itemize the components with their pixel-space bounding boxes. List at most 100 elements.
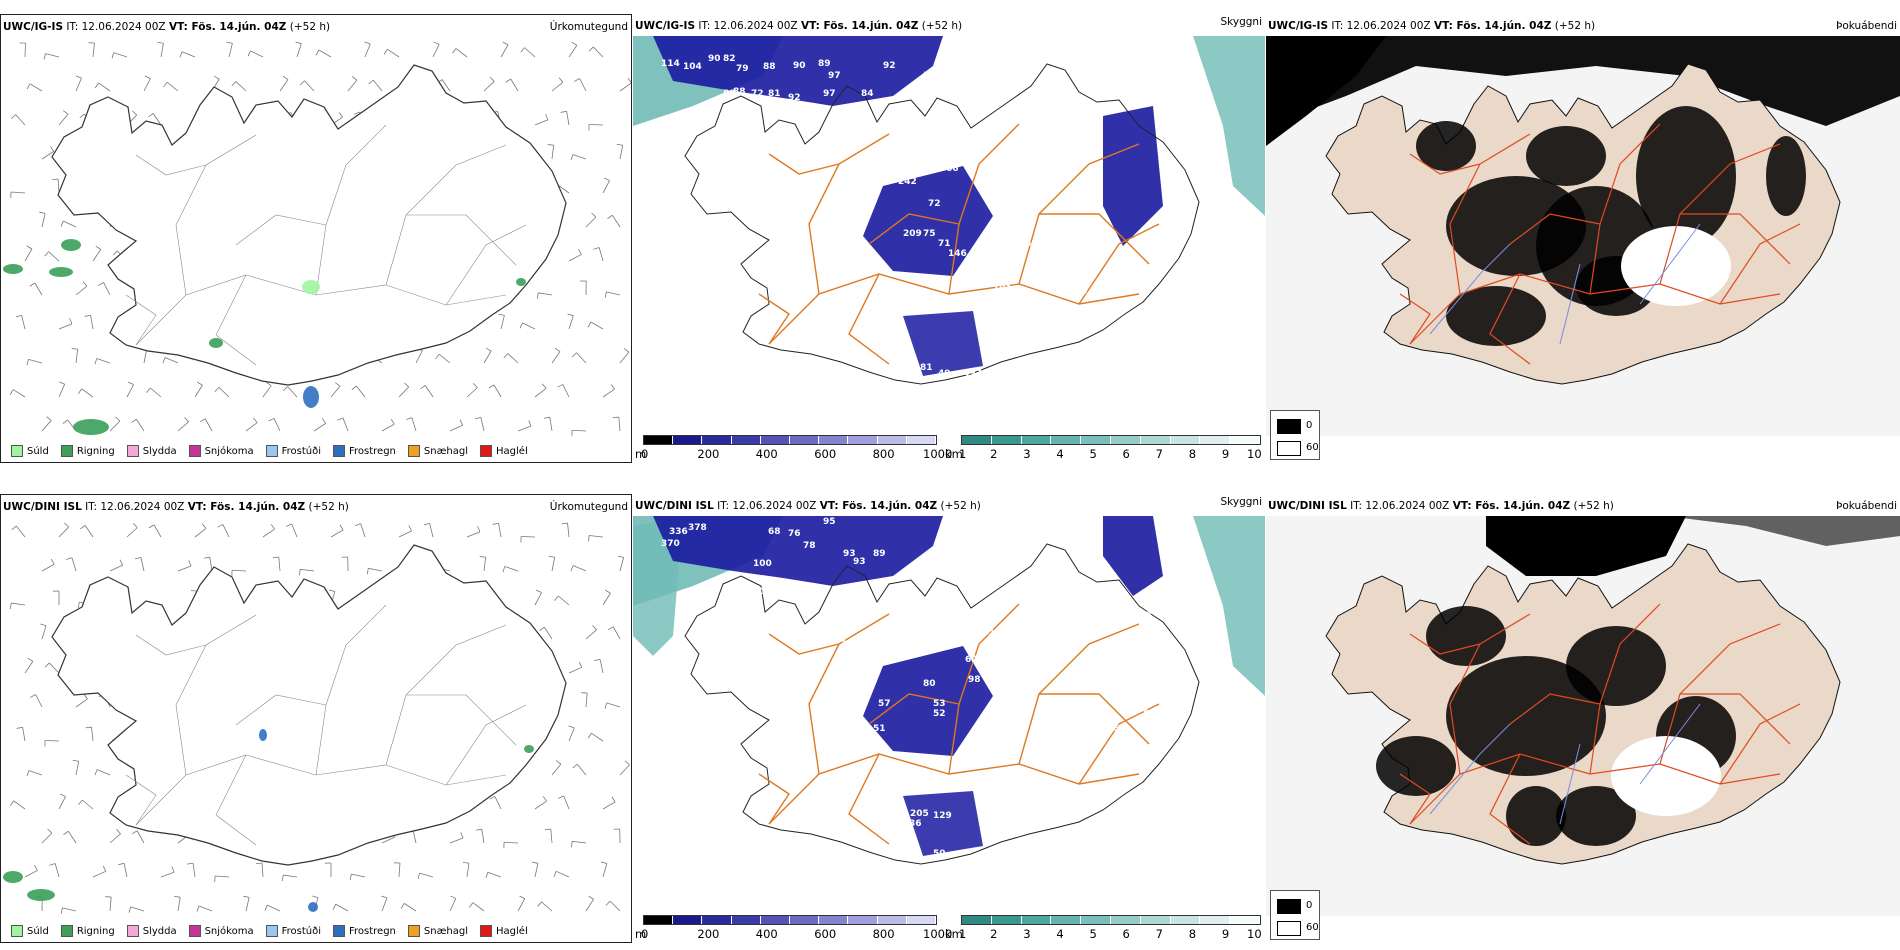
cloud-base-height-colorbar: m 0 200 400 600 800 1000 <box>633 915 952 943</box>
cloud-panel-igis: UWC/IG-IS IT: 12.06.2024 00Z VT: Fös. 14… <box>633 14 1265 463</box>
colorbar-tick: 3 <box>1023 447 1031 461</box>
cloud-height-label: 62 <box>965 655 978 665</box>
colorbar-swatch <box>1051 916 1082 924</box>
colorbar-tick: 400 <box>755 447 778 461</box>
colorbar-swatch <box>1051 436 1082 444</box>
colorbar-tick: 8 <box>1188 447 1197 461</box>
colorbar-swatch <box>1140 436 1171 444</box>
cloud-height-label: 98 <box>1103 689 1116 699</box>
cloud-height-label: 92 <box>788 93 801 103</box>
legend-swatch <box>333 925 345 937</box>
cloud-height-label: 45 <box>1011 259 1024 269</box>
colorbar-tick: 8 <box>1188 927 1197 941</box>
legend-label: Snjókoma <box>204 925 254 937</box>
colorbar-tick: 5 <box>1089 927 1097 941</box>
legend-swatch <box>188 925 201 937</box>
colorbar-swatch <box>1200 436 1231 444</box>
colorbar-swatch <box>760 436 791 444</box>
cloud-height-label: 90 <box>708 54 721 64</box>
colorbar-swatch <box>644 916 674 924</box>
colorbar-tick: 0 <box>641 927 649 941</box>
colorbar-swatch <box>906 436 937 444</box>
legend-item: Haglél <box>474 445 528 457</box>
panel-title: UWC/DINI ISL IT: 12.06.2024 00Z VT: Fös.… <box>635 500 981 512</box>
cloud-height-label: 84 <box>861 89 874 99</box>
panel-field-name: Úrkomutegund <box>549 21 628 33</box>
cloud-height-label: 114 <box>661 59 680 69</box>
colorbar-tick: 600 <box>814 927 837 941</box>
cloud-height-label: 370 <box>661 539 680 549</box>
precip-type-legend: Súld Rigning Slydda Snjókoma Frostúði Frostre… <box>5 925 534 937</box>
colorbar-swatches <box>961 915 1261 925</box>
cloud-height-label: 79 <box>736 64 749 74</box>
colorbar-tick: 800 <box>872 447 895 461</box>
legend-item: Snæhagl <box>402 925 468 937</box>
cloud-height-label: 92 <box>883 61 896 71</box>
legend-item: Rigning <box>55 445 115 457</box>
panel-field-name: Úrkomutegund <box>549 501 628 513</box>
colorbar-swatch <box>702 436 732 444</box>
cloud-height-label: 57 <box>878 699 891 709</box>
cloud-height-label: 88 <box>733 87 746 97</box>
cloud-height-label: 78 <box>803 541 816 551</box>
legend-item: Slydda <box>121 445 177 457</box>
panel-title: UWC/IG-IS IT: 12.06.2024 00Z VT: Fös. 14… <box>635 20 963 32</box>
panel-title: UWC/DINI ISL IT: 12.06.2024 00Z VT: Fös.… <box>3 501 349 513</box>
legend-item: Frostregn <box>327 445 396 457</box>
cloud-height-label: 209 <box>903 229 922 239</box>
colorbar-tick: 10 <box>1247 447 1262 461</box>
cloud-height-label: 497 <box>963 369 982 379</box>
colorbar-swatch <box>1021 916 1052 924</box>
panel-title: UWC/DINI ISL IT: 12.06.2024 00Z VT: Fös.… <box>1268 500 1614 512</box>
legend-swatch <box>126 445 139 457</box>
colorbar-tick: 6 <box>1122 927 1130 941</box>
cloud-height-label: 150 <box>909 139 928 149</box>
colorbar-swatch <box>906 916 937 924</box>
cloud-height-label: 91 <box>810 589 823 599</box>
legend-label: Súld <box>27 445 49 457</box>
colorbar-tick: 800 <box>872 927 895 941</box>
cloud-height-label: 98 <box>968 675 981 685</box>
cloud-height-label: 87 <box>842 589 855 599</box>
legend-label: Snæhagl <box>423 445 469 457</box>
cloud-height-label: 100 <box>753 587 772 597</box>
cloud-height-label: 93 <box>853 557 866 567</box>
colorbar-tick: 6 <box>1122 447 1130 461</box>
cloud-height-label: 96 <box>981 334 994 344</box>
legend-swatch <box>265 925 278 937</box>
precip-type-legend: Súld Rigning Slydda Snjókoma Frostúði Frostre… <box>5 445 534 457</box>
legend-label: Frostregn <box>349 925 396 937</box>
legend-item: Snjókoma <box>183 925 254 937</box>
cloud-height-label: 66 <box>945 635 958 645</box>
colorbar-unit: m <box>635 447 647 461</box>
legend-swatch <box>60 925 73 937</box>
cloud-height-label: 44 <box>1123 749 1136 759</box>
legend-label: Haglél <box>496 925 528 937</box>
colorbar-tick: 5 <box>1089 447 1097 461</box>
iceland-fog-map <box>1266 36 1900 436</box>
fog-panel-dini: UWC/DINI ISL IT: 12.06.2024 00Z VT: Fös.… <box>1266 494 1900 943</box>
cloud-height-label: 97 <box>828 71 841 81</box>
fog-key-swatch <box>1277 419 1301 434</box>
cloud-height-label: 294 <box>1117 671 1136 681</box>
colorbar-swatch <box>819 436 849 444</box>
legend-swatch <box>60 445 73 457</box>
iceland-precip-map <box>3 41 631 437</box>
cloud-height-label: 36 <box>909 819 922 829</box>
colorbar-swatches <box>961 435 1261 445</box>
colorbar-tick: 4 <box>1056 927 1064 941</box>
cloud-height-label: 61 <box>1113 724 1126 734</box>
colorbar-swatch <box>1081 916 1111 924</box>
cloud-height-label: 53 <box>933 699 946 709</box>
colorbar-tick: 200 <box>697 927 720 941</box>
visibility-colorbar: km 1 2 3 4 5 6 7 8 9 10 <box>943 915 1265 943</box>
legend-item: Frostúði <box>260 445 321 457</box>
iceland-precip-map <box>3 522 630 914</box>
cloud-height-label: 242 <box>898 177 917 187</box>
colorbar-swatches <box>643 435 937 445</box>
cloud-height-label: 51 <box>873 724 886 734</box>
cloud-height-label: 73 <box>1133 694 1146 704</box>
panel-field-name: Þokuábendi <box>1836 20 1897 32</box>
cloud-height-label: 76 <box>788 529 801 539</box>
cloud-height-label: 47 <box>843 289 856 299</box>
